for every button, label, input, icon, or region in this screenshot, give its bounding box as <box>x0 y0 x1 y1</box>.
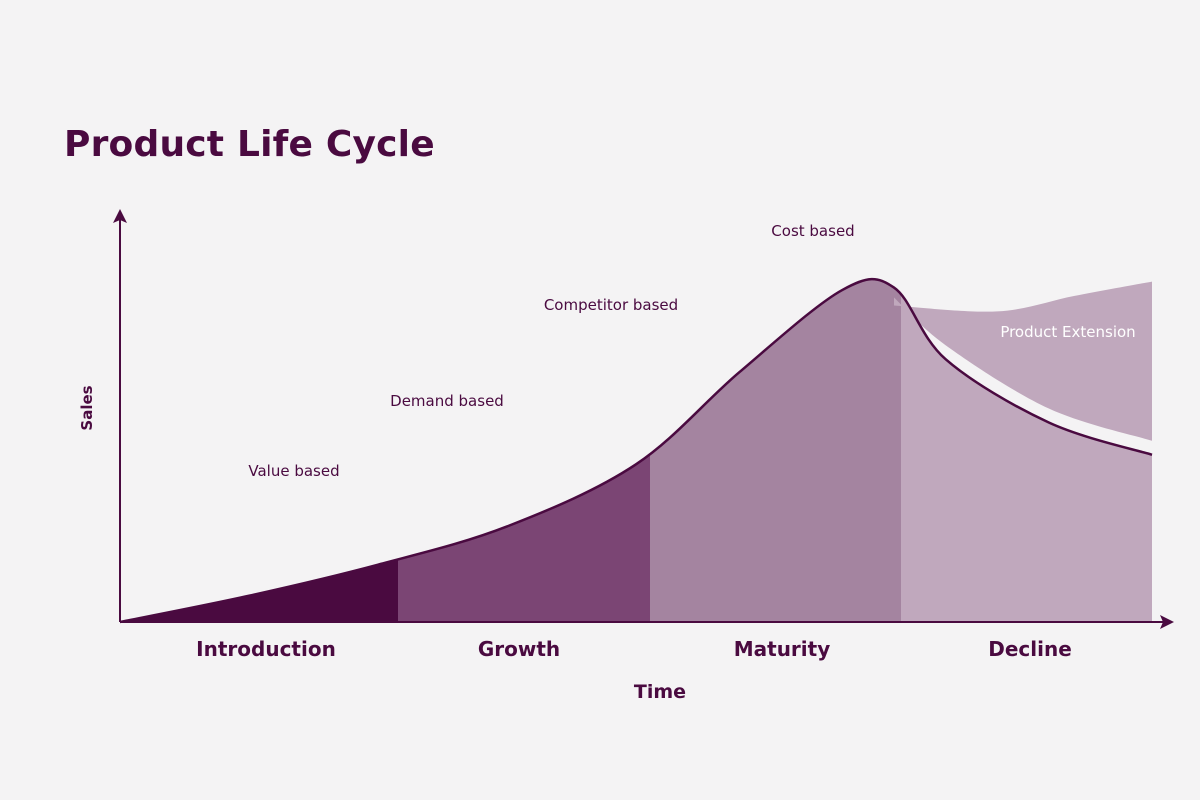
stage-area-maturity <box>650 279 901 622</box>
y-axis-arrow-icon <box>113 209 127 223</box>
strategy-label-competitor-based: Competitor based <box>544 296 678 314</box>
strategy-label-cost-based: Cost based <box>771 222 854 240</box>
stage-label-growth: Growth <box>478 637 560 661</box>
sales-curve-line <box>119 277 1153 624</box>
stage-label-introduction: Introduction <box>196 637 336 661</box>
product-extension-label: Product Extension <box>1000 323 1135 341</box>
strategy-label-value-based: Value based <box>248 462 339 480</box>
stage-label-decline: Decline <box>988 637 1072 661</box>
stage-area-growth <box>398 454 650 622</box>
product-extension-area <box>894 281 1152 441</box>
y-axis-title: Sales <box>78 385 96 430</box>
stage-label-maturity: Maturity <box>734 637 831 661</box>
strategy-label-demand-based: Demand based <box>390 392 504 410</box>
x-axis-title: Time <box>634 681 686 703</box>
chart-title: Product Life Cycle <box>64 124 435 165</box>
stage-area-decline <box>901 294 1152 622</box>
x-axis-arrow-icon <box>1160 615 1174 629</box>
stage-area-introduction <box>120 559 398 622</box>
